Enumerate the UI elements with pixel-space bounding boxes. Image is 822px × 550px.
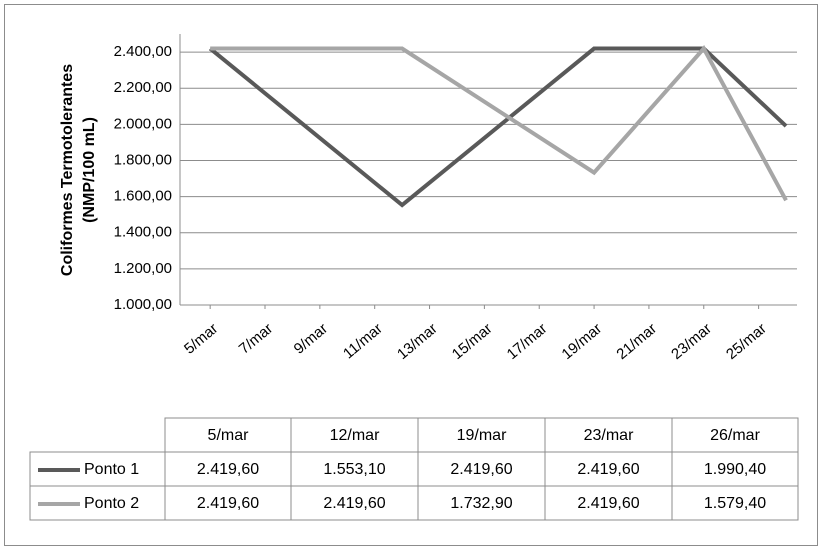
table-value: 2.419,60: [197, 495, 259, 512]
y-tick-label: 1.800,00: [114, 151, 172, 168]
table-value: 2.419,60: [577, 495, 639, 512]
y-tick-label: 1.600,00: [114, 188, 172, 205]
y-axis-label: (NMP/100 mL): [81, 117, 98, 223]
series-line: [208, 46, 788, 208]
table-value: 2.419,60: [197, 461, 259, 478]
table-value: 1.732,90: [450, 495, 512, 512]
table-cell: [671, 485, 799, 521]
table-value: 1.990,40: [704, 461, 766, 478]
table-header: 5/mar: [208, 427, 250, 444]
y-tick-label: 1.200,00: [114, 260, 172, 277]
table-header: 19/mar: [457, 427, 507, 444]
table-header: 26/mar: [710, 427, 760, 444]
series-line: [210, 45, 788, 202]
table-header: 23/mar: [584, 427, 634, 444]
table-value: 2.419,60: [577, 461, 639, 478]
y-axis-label: Coliformes Termotolerantes: [59, 64, 76, 276]
table-value: 2.419,60: [323, 495, 385, 512]
table-value: 2.419,60: [450, 461, 512, 478]
chart-border: [4, 4, 818, 546]
y-tick-label: 2.400,00: [114, 43, 172, 60]
y-tick-label: 1.000,00: [114, 296, 172, 313]
y-tick-label: 1.400,00: [114, 224, 172, 241]
y-tick-label: 2.200,00: [114, 79, 172, 96]
table-header: 12/mar: [330, 427, 380, 444]
y-tick-label: 2.000,00: [114, 115, 172, 132]
legend-label: Ponto 1: [84, 461, 139, 478]
legend-label: Ponto 2: [84, 495, 139, 512]
table-value: 1.553,10: [323, 461, 385, 478]
table-value: 1.579,40: [704, 495, 766, 512]
